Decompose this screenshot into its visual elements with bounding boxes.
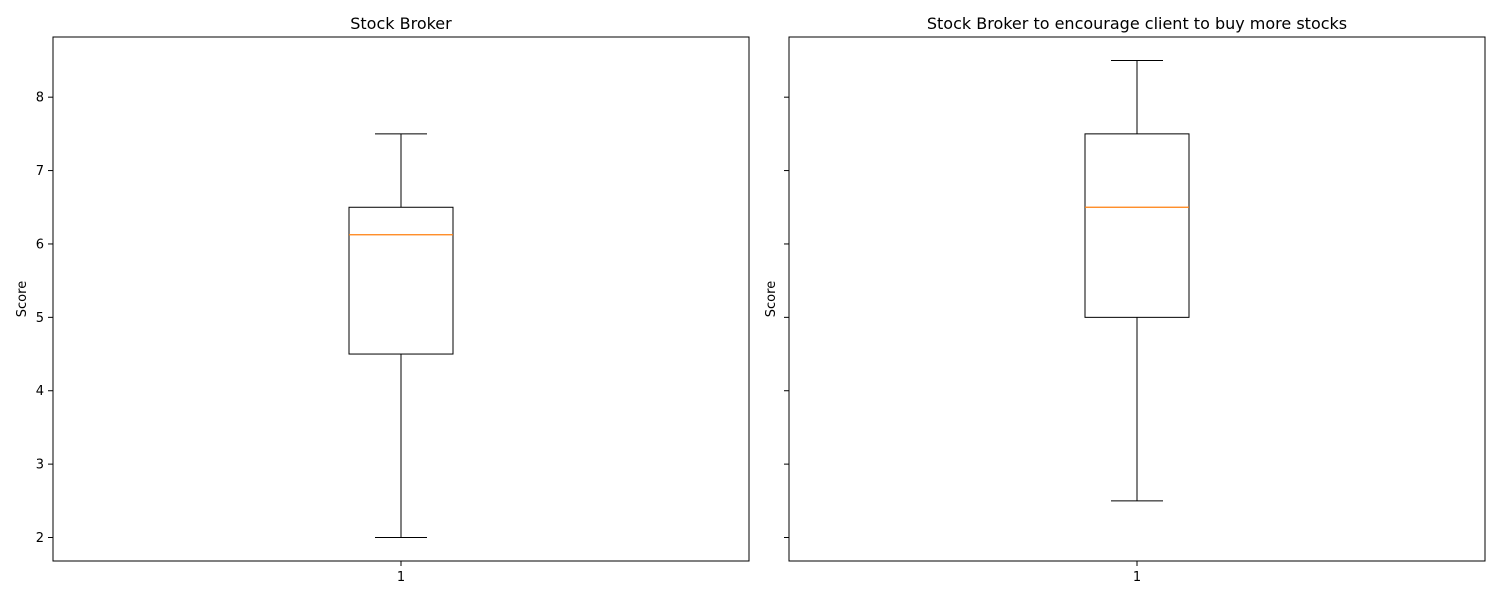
y-tick-label: 8 xyxy=(36,91,44,106)
y-axis-label: Score xyxy=(15,281,30,317)
interquartile-box xyxy=(348,206,454,355)
x-tick-label: 1 xyxy=(1133,570,1141,585)
box-plot xyxy=(1084,59,1190,502)
interquartile-box xyxy=(1084,133,1190,318)
left-box-plot-panel: Stock Broker 2 3 4 5 6 7 8 Score 1 xyxy=(15,14,750,585)
y-axis-label: Score xyxy=(764,281,779,317)
y-tick-label: 5 xyxy=(36,311,44,326)
y-tick-label: 2 xyxy=(36,531,44,546)
y-tick-label: 3 xyxy=(36,458,44,473)
chart-title: Stock Broker xyxy=(350,14,452,33)
box-plot xyxy=(348,133,454,539)
y-tick-label: 4 xyxy=(36,384,44,399)
y-tick-label: 7 xyxy=(36,164,44,179)
right-box-plot-panel: Stock Broker to encourage client to buy … xyxy=(764,14,1486,585)
x-tick-label: 1 xyxy=(397,570,405,585)
chart-title: Stock Broker to encourage client to buy … xyxy=(927,14,1347,33)
y-tick-label: 6 xyxy=(36,237,44,252)
